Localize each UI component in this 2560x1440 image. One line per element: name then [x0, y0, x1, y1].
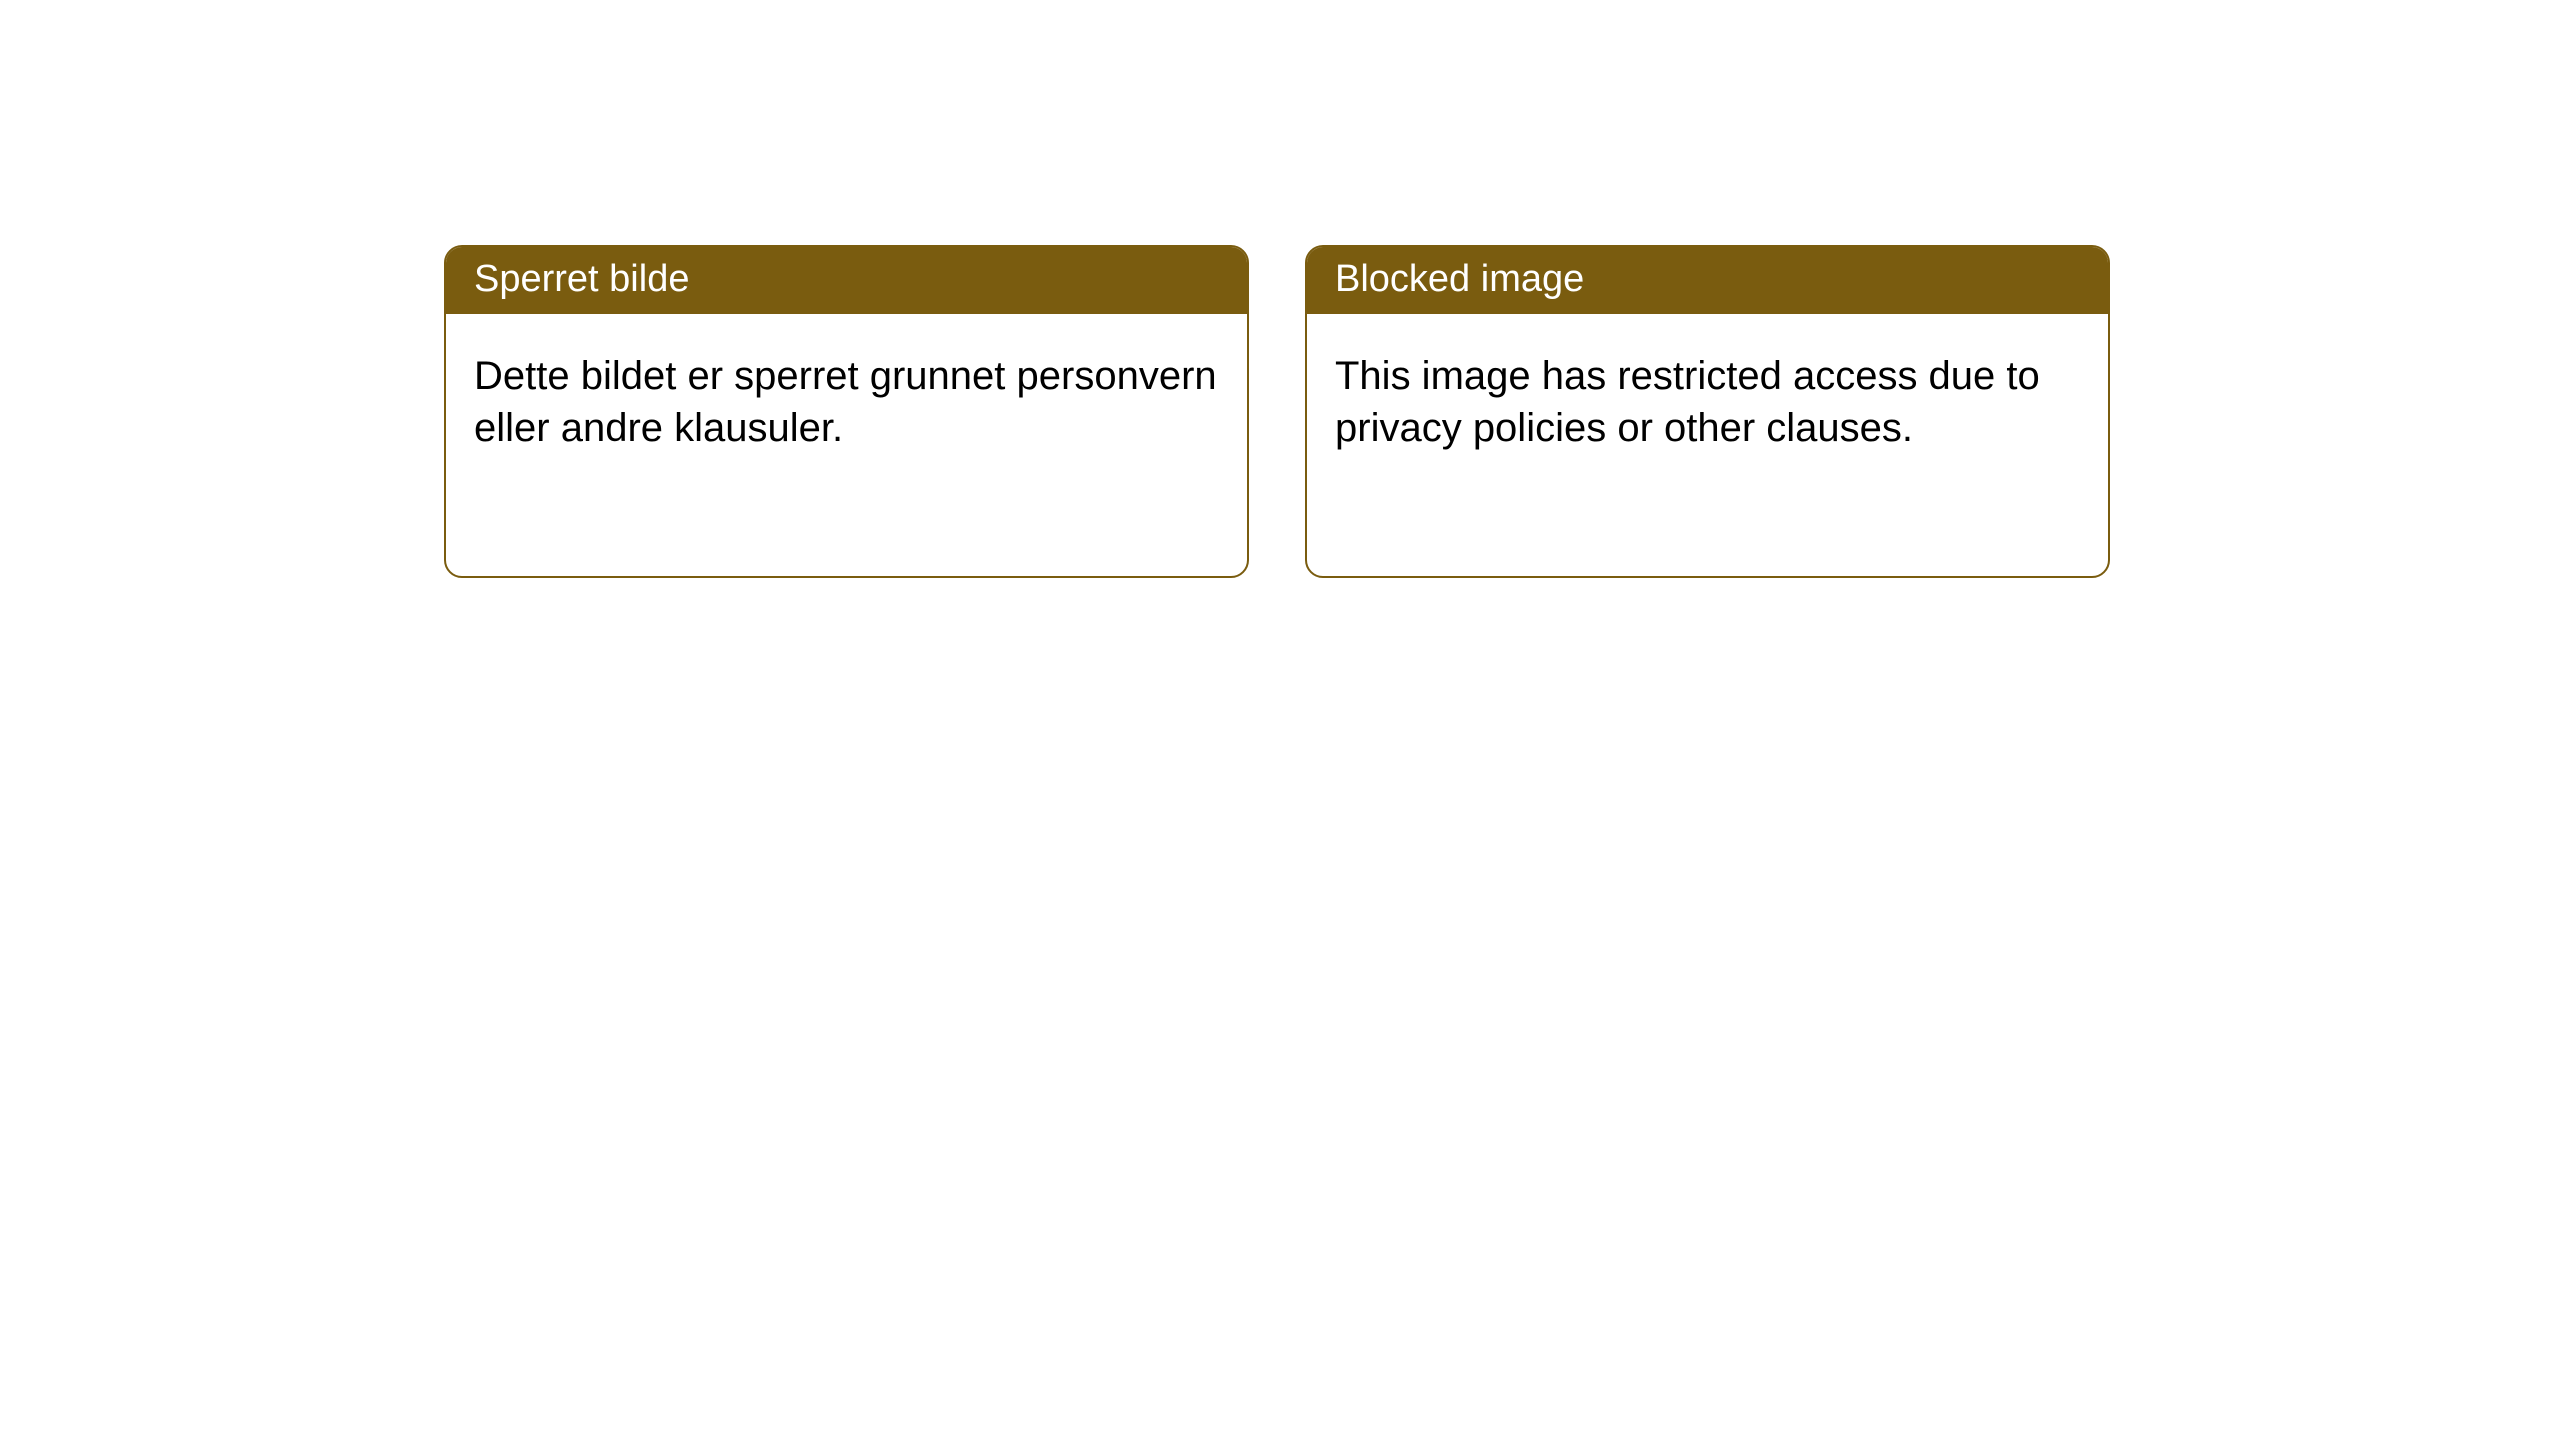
notice-body: This image has restricted access due to … — [1307, 314, 2108, 490]
notice-card-norwegian: Sperret bilde Dette bildet er sperret gr… — [444, 245, 1249, 578]
notice-body: Dette bildet er sperret grunnet personve… — [446, 314, 1247, 490]
notice-header: Blocked image — [1307, 247, 2108, 314]
notice-container: Sperret bilde Dette bildet er sperret gr… — [0, 0, 2560, 578]
notice-card-english: Blocked image This image has restricted … — [1305, 245, 2110, 578]
notice-header: Sperret bilde — [446, 247, 1247, 314]
